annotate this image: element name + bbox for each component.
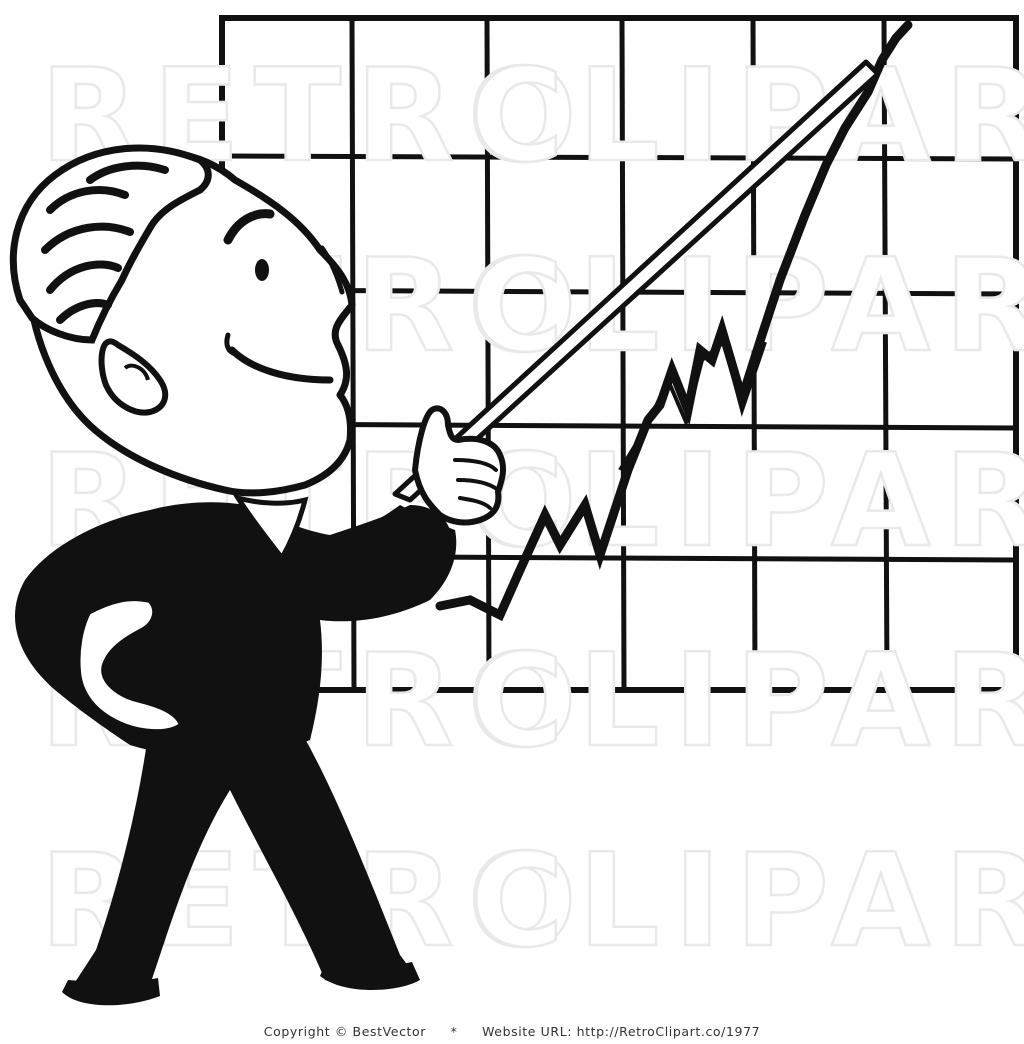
- hair-waves: [41, 161, 169, 324]
- trend-line-edge: [618, 338, 767, 472]
- ear-inner: [123, 363, 150, 381]
- hand-fingers: [453, 458, 500, 510]
- footer-credits: Copyright © BestVector * Website URL: ht…: [0, 1024, 1024, 1044]
- cheek-line: [224, 332, 239, 357]
- watermark-word: CLIPART: [470, 827, 1024, 976]
- mouth: [228, 346, 334, 384]
- left-shoe: [62, 978, 160, 1006]
- copyright-text: Copyright © BestVector: [263, 1024, 427, 1039]
- pointing-hand: [411, 405, 507, 526]
- trend-line: [435, 20, 913, 622]
- watermark-word: CLIPART: [470, 427, 1024, 576]
- eye: [255, 259, 269, 281]
- footer-separator: *: [450, 1024, 458, 1039]
- businessman-figure: [9, 59, 881, 1006]
- watermark-word: CLIPART: [470, 42, 1024, 191]
- nose-line: [319, 245, 345, 295]
- ear: [98, 338, 169, 416]
- shirt-collar: [232, 493, 309, 563]
- watermark-word: CLIPART: [470, 627, 1024, 776]
- trousers: [70, 720, 415, 996]
- hip-hand: [74, 595, 186, 736]
- pointer-stick: [392, 59, 881, 503]
- eyebrow: [223, 209, 275, 245]
- right-shoe: [320, 962, 420, 990]
- raised-sleeve: [330, 505, 451, 615]
- website-url-text: Website URL: http://RetroClipart.co/1977: [482, 1024, 761, 1039]
- watermark-word: RETRO: [40, 42, 591, 191]
